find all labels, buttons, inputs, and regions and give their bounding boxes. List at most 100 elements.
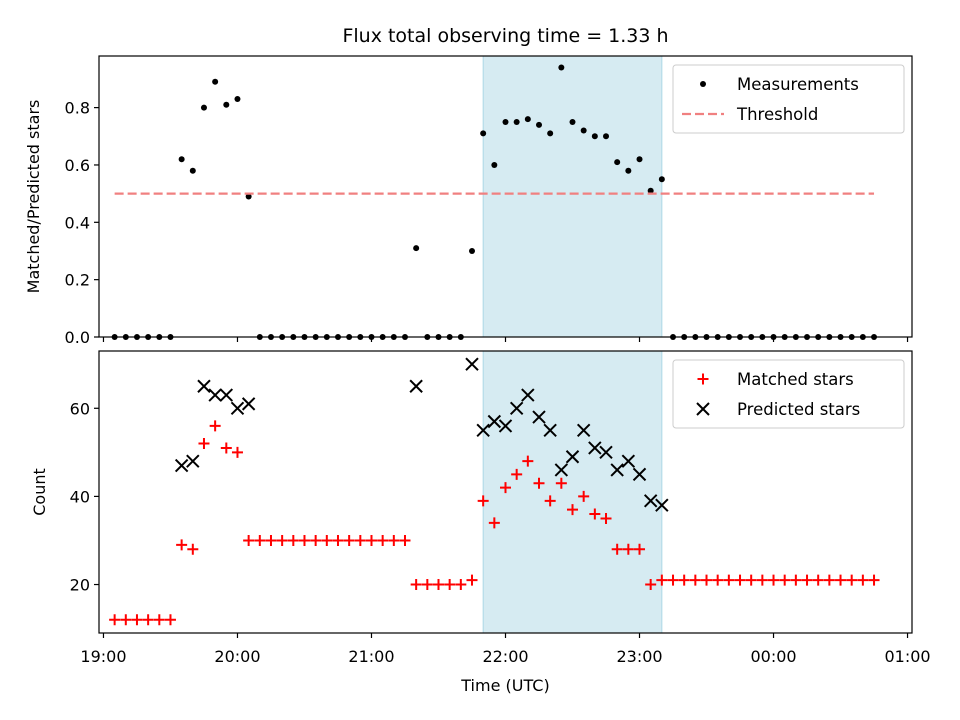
data-point: [488, 517, 500, 529]
legend-label: Measurements: [737, 75, 859, 94]
data-point: [502, 118, 509, 125]
data-point: [212, 78, 219, 85]
data-point: [498, 419, 513, 433]
data-point: [178, 156, 185, 163]
data-point: [678, 574, 690, 586]
y-tick-label: 0.4: [65, 213, 90, 232]
data-point: [208, 388, 222, 402]
data-point: [298, 534, 310, 546]
data-point: [521, 388, 535, 402]
data-point: [621, 454, 636, 468]
data-point: [109, 614, 121, 626]
data-point: [658, 176, 665, 183]
x-tick-label: 23:00: [616, 647, 662, 666]
data-point: [578, 490, 590, 502]
legend-box: [672, 359, 905, 429]
x-tick-label: 19:00: [80, 647, 126, 666]
series-matched-stars: [109, 420, 880, 626]
data-point: [511, 468, 523, 480]
data-point: [120, 614, 132, 626]
data-point: [611, 543, 623, 555]
data-point: [174, 458, 189, 473]
legend-swatch: [697, 373, 709, 385]
data-point: [186, 454, 200, 468]
data-point: [636, 156, 643, 163]
data-point: [567, 504, 579, 516]
data-point: [643, 494, 658, 508]
y-tick-label: 0.0: [65, 328, 90, 347]
data-point: [625, 167, 632, 174]
data-point: [513, 118, 520, 125]
data-point: [153, 614, 165, 626]
shaded-region-panel-2: [482, 350, 663, 634]
legend-panel-1: Measurements Threshold: [672, 64, 905, 134]
data-point: [234, 96, 241, 103]
legend-swatch: [696, 402, 710, 416]
data-point: [589, 508, 601, 520]
data-point: [768, 574, 780, 586]
data-point: [409, 379, 423, 393]
data-point: [580, 127, 587, 134]
data-point: [547, 130, 554, 137]
legend-label: Threshold: [736, 105, 818, 124]
shaded-region-panel-1: [482, 55, 663, 338]
data-point: [823, 574, 835, 586]
data-point: [745, 574, 757, 586]
data-point: [857, 574, 869, 586]
x-tick-label: 20:00: [214, 647, 260, 666]
data-point: [176, 539, 188, 551]
data-point: [554, 463, 569, 477]
data-point: [634, 543, 646, 555]
data-point: [712, 574, 724, 586]
data-point: [444, 579, 456, 591]
chart-title: Flux total observing time = 1.33 h: [342, 25, 668, 47]
data-point: [555, 477, 567, 489]
data-point: [689, 574, 701, 586]
data-point: [790, 574, 802, 586]
y-tick-label: 20: [70, 576, 90, 595]
data-point: [388, 534, 400, 546]
data-point: [812, 574, 824, 586]
data-point: [622, 543, 634, 555]
data-point: [656, 574, 668, 586]
data-point: [332, 534, 344, 546]
data-point: [701, 574, 713, 586]
data-point: [632, 467, 647, 482]
shaded-regions: [482, 55, 663, 634]
data-point: [779, 574, 791, 586]
data-point: [603, 133, 610, 140]
data-point: [432, 579, 444, 591]
data-point: [468, 247, 475, 254]
data-point: [142, 614, 154, 626]
x-tick-label: 22:00: [482, 647, 528, 666]
data-point: [377, 534, 389, 546]
data-point: [509, 401, 524, 415]
data-point: [536, 121, 543, 128]
data-point: [610, 463, 624, 477]
data-point: [846, 574, 858, 586]
data-point: [219, 388, 234, 402]
data-point: [287, 534, 299, 546]
series-predicted-stars: [174, 357, 669, 512]
data-point: [243, 534, 255, 546]
data-point: [543, 423, 557, 438]
data-point: [599, 445, 613, 460]
data-point: [197, 379, 211, 393]
data-point: [522, 455, 534, 467]
legend-label: Matched stars: [737, 370, 854, 389]
data-point: [241, 397, 256, 411]
data-point: [223, 101, 230, 108]
y-tick-label: 40: [70, 487, 90, 506]
data-point: [455, 579, 467, 591]
data-point: [399, 534, 411, 546]
data-point: [231, 446, 243, 458]
data-point: [321, 534, 333, 546]
data-point: [466, 574, 478, 586]
data-point: [265, 534, 277, 546]
legends: Measurements Threshold Matched stars Predic…: [672, 64, 905, 429]
data-point: [491, 161, 498, 168]
data-point: [723, 574, 735, 586]
x-tick-label: 21:00: [348, 647, 394, 666]
data-point: [198, 438, 210, 450]
